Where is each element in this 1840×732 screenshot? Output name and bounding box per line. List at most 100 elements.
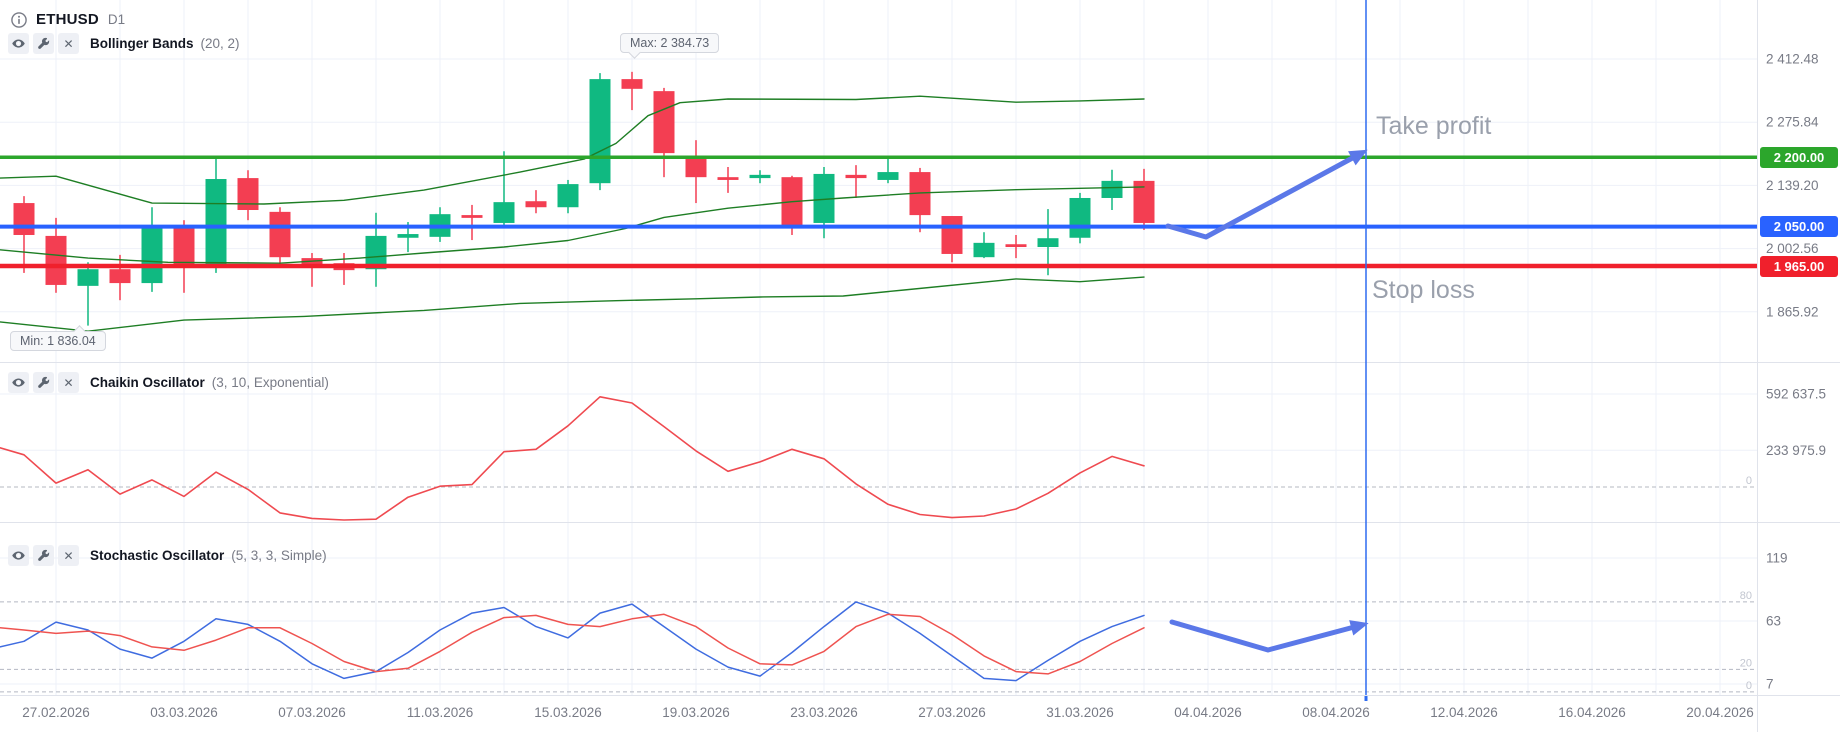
stochastic-axis-label: 7 bbox=[1766, 677, 1774, 692]
date-axis-label: 23.03.2026 bbox=[790, 705, 858, 720]
candle-body bbox=[653, 91, 675, 154]
indicator-title[interactable]: Chaikin Oscillator bbox=[90, 375, 205, 390]
take-profit-label[interactable]: Take profit bbox=[1376, 112, 1492, 140]
date-axis-label: 19.03.2026 bbox=[662, 705, 730, 720]
date-axis-label: 27.02.2026 bbox=[22, 705, 90, 720]
candle-body bbox=[717, 177, 739, 180]
candle-body bbox=[1069, 197, 1091, 238]
eye-icon[interactable] bbox=[8, 33, 29, 54]
timeframe-label[interactable]: D1 bbox=[107, 12, 126, 27]
indicator-params: (20, 2) bbox=[200, 36, 240, 51]
candle-body bbox=[941, 216, 963, 254]
price-level-lines bbox=[0, 155, 1757, 269]
chaikin-axis-label: 233 975.9 bbox=[1766, 443, 1826, 458]
eye-icon[interactable] bbox=[8, 545, 29, 566]
date-axis-label: 12.04.2026 bbox=[1430, 705, 1498, 720]
price-axis-label: 2 139.20 bbox=[1766, 178, 1819, 193]
symbol-name[interactable]: ETHUSD bbox=[36, 11, 99, 28]
entry-price-badge[interactable]: 2 050.00 bbox=[1760, 216, 1838, 237]
candle-body bbox=[845, 174, 867, 179]
candle-body bbox=[589, 79, 611, 184]
min-price-tooltip: Min: 1 836.04 bbox=[10, 331, 106, 351]
candle-body bbox=[1101, 180, 1123, 198]
candle-body bbox=[205, 179, 227, 266]
price-axis-label: 2 002.56 bbox=[1766, 241, 1819, 256]
stochastic-axis-label: 119 bbox=[1766, 551, 1788, 566]
stop-loss-price-badge[interactable]: 1 965.00 bbox=[1760, 256, 1838, 277]
candle-body bbox=[77, 269, 99, 286]
take-profit-price-badge[interactable]: 2 200.00 bbox=[1760, 147, 1838, 168]
stochastic-lines bbox=[0, 601, 1145, 682]
candle-body bbox=[1133, 180, 1155, 223]
candle-body bbox=[13, 203, 35, 235]
stochastic-band-label: 80 bbox=[1740, 590, 1752, 602]
candle-body bbox=[525, 201, 547, 208]
candle-body bbox=[45, 235, 67, 285]
candle-body bbox=[397, 234, 419, 238]
candle-body bbox=[1005, 244, 1027, 248]
date-axis-label: 03.03.2026 bbox=[150, 705, 218, 720]
eye-icon[interactable] bbox=[8, 372, 29, 393]
wrench-settings-icon[interactable] bbox=[33, 372, 54, 393]
price-axis-label: 2 275.84 bbox=[1766, 115, 1819, 130]
close-icon[interactable]: ✕ bbox=[58, 545, 79, 566]
gridlines bbox=[0, 0, 1757, 695]
candle-body bbox=[141, 228, 163, 284]
candle-body bbox=[173, 227, 195, 266]
max-price-tooltip: Max: 2 384.73 bbox=[620, 33, 720, 53]
date-axis-label: 07.03.2026 bbox=[278, 705, 346, 720]
stochastic-band-label: 20 bbox=[1740, 657, 1752, 669]
indicator-legend-chaikin: ✕ Chaikin Oscillator (3, 10, Exponential… bbox=[8, 372, 329, 393]
oscillator-zero-label: 0 bbox=[1746, 475, 1752, 487]
date-axis-label: 16.04.2026 bbox=[1558, 705, 1626, 720]
axis-labels: 2 412.48 2 275.84 2 139.20 2 002.56 1 865.92… bbox=[22, 52, 1826, 721]
stochastic-band-label: 0 bbox=[1746, 680, 1752, 692]
date-axis-label: 27.03.2026 bbox=[918, 705, 986, 720]
symbol-header: ETHUSD D1 bbox=[9, 9, 125, 30]
indicator-title[interactable]: Stochastic Oscillator bbox=[90, 548, 225, 563]
bollinger-bands bbox=[0, 95, 1145, 332]
wrench-settings-icon[interactable] bbox=[33, 545, 54, 566]
arrow-head bbox=[1348, 149, 1368, 166]
date-axis-label: 04.04.2026 bbox=[1174, 705, 1242, 720]
candle-body bbox=[877, 172, 899, 180]
close-icon[interactable]: ✕ bbox=[58, 33, 79, 54]
candlestick-series bbox=[13, 71, 1155, 326]
chaikin-axis-label: 592 637.5 bbox=[1766, 386, 1826, 401]
candle-body bbox=[557, 184, 579, 208]
candle-body bbox=[1037, 238, 1059, 248]
info-icon[interactable] bbox=[9, 9, 28, 30]
stop-loss-label[interactable]: Stop loss bbox=[1372, 276, 1475, 304]
candle-body bbox=[493, 202, 515, 223]
candle-body bbox=[365, 235, 387, 270]
drawn-arrows[interactable] bbox=[1165, 149, 1369, 653]
indicator-params: (3, 10, Exponential) bbox=[211, 375, 329, 390]
candle-body bbox=[237, 178, 259, 211]
vertical-date-line[interactable] bbox=[1364, 0, 1368, 701]
dashed-levels: 0 80 20 0 bbox=[0, 475, 1757, 693]
date-axis-label: 20.04.2026 bbox=[1686, 705, 1754, 720]
date-axis-label: 08.04.2026 bbox=[1302, 705, 1370, 720]
chaikin-line bbox=[0, 396, 1145, 521]
candle-body bbox=[621, 79, 643, 89]
candle-body bbox=[685, 156, 707, 178]
candle-body bbox=[109, 269, 131, 284]
candle-body bbox=[461, 215, 483, 218]
indicator-params: (5, 3, 3, Simple) bbox=[231, 548, 327, 563]
indicator-legend-bollinger: ✕ Bollinger Bands (20, 2) bbox=[8, 33, 240, 54]
wrench-settings-icon[interactable] bbox=[33, 33, 54, 54]
arrow-head bbox=[1349, 620, 1369, 636]
candle-body bbox=[749, 174, 771, 179]
date-axis-label: 15.03.2026 bbox=[534, 705, 602, 720]
close-icon[interactable]: ✕ bbox=[58, 372, 79, 393]
candle-body bbox=[269, 211, 291, 258]
date-axis-label: 11.03.2026 bbox=[407, 705, 474, 720]
price-axis-label: 1 865.92 bbox=[1766, 304, 1819, 319]
indicator-title[interactable]: Bollinger Bands bbox=[90, 36, 194, 51]
stochastic-axis-label: 63 bbox=[1766, 614, 1781, 629]
candle-body bbox=[973, 242, 995, 258]
date-axis-label: 31.03.2026 bbox=[1046, 705, 1114, 720]
